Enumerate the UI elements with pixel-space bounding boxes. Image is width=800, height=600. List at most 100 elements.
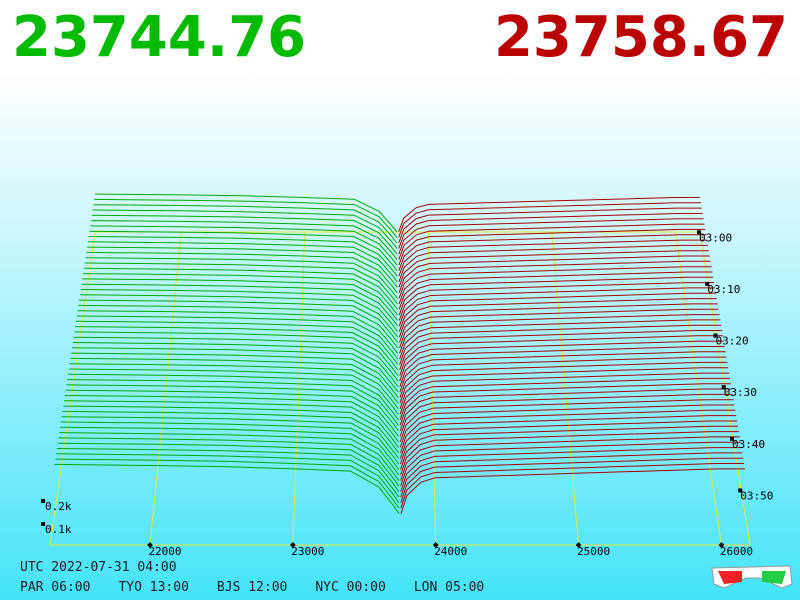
- depth-tick-label: 0.1k: [45, 523, 72, 536]
- tick-mark: [705, 281, 710, 286]
- bids-depth-line: [68, 368, 399, 415]
- asks-depth-line: [398, 213, 703, 249]
- bids-depth-line: [84, 262, 398, 305]
- bids-depth-line: [94, 193, 398, 233]
- asks-depth-line: [399, 330, 723, 371]
- asks-depth-line: [399, 393, 733, 437]
- x-tick-label: 22000: [148, 545, 181, 558]
- bids-depth-line: [70, 357, 399, 404]
- asks-depth-line: [400, 463, 745, 509]
- bids-depth-line: [65, 389, 399, 437]
- asks-depth-line: [398, 228, 706, 266]
- bids-depth-line: [73, 336, 399, 382]
- bids-depth-line: [69, 363, 399, 410]
- x-tick-label: 25000: [577, 545, 610, 558]
- asks-depth-line: [400, 425, 738, 470]
- tick-mark: [713, 333, 718, 338]
- time-tick-label: 03:10: [707, 283, 740, 296]
- time-tick-label: 03:20: [716, 335, 749, 348]
- grid-line: [551, 231, 580, 546]
- bids-depth-line: [90, 225, 398, 266]
- bids-depth-line: [85, 257, 398, 299]
- asks-depth-line: [399, 388, 732, 431]
- asks-depth-line: [398, 223, 705, 260]
- bids-depth-line: [79, 294, 399, 338]
- city-clock: NYC 00:00: [315, 580, 386, 595]
- city-clock: TYO 13:00: [118, 580, 189, 595]
- tick-mark: [432, 542, 439, 548]
- bids-depth-line: [62, 410, 400, 459]
- asks-depth-line: [400, 441, 741, 487]
- asks-depth-line: [400, 420, 738, 465]
- bids-depth-line: [86, 251, 398, 294]
- bids-depth-line: [80, 289, 398, 332]
- asks-depth-line: [399, 367, 729, 409]
- bids-depth-line: [82, 278, 398, 321]
- bids-depth-line: [75, 326, 399, 371]
- asks-depth-line: [398, 282, 715, 321]
- x-tick-label: 26000: [720, 545, 753, 558]
- asks-depth-line: [398, 260, 711, 299]
- asks-depth-line: [399, 324, 722, 365]
- asks-depth-line: [398, 218, 704, 255]
- bids-depth-line: [91, 214, 398, 255]
- asks-depth-line: [399, 314, 720, 354]
- grid-line: [427, 231, 437, 546]
- city-clock: LON 05:00: [413, 580, 485, 595]
- asks-depth-line: [398, 271, 713, 310]
- bids-depth-line: [71, 347, 399, 393]
- bids-depth-line: [67, 373, 399, 421]
- glasses-icon: [711, 565, 793, 589]
- asks-depth-line: [399, 335, 723, 376]
- bids-depth-line: [60, 426, 400, 476]
- tick-mark: [575, 542, 582, 548]
- bids-depth-line: [59, 432, 400, 481]
- bids-depth-line: [87, 246, 398, 288]
- asks-depth-line: [398, 207, 702, 244]
- bids-depth-line: [79, 299, 399, 343]
- asks-depth-line: [399, 308, 719, 349]
- bids-depth-line: [63, 405, 399, 454]
- tick-mark: [41, 499, 45, 503]
- asks-depth-line: [399, 404, 735, 448]
- asks-depth-line: [398, 202, 701, 238]
- x-tick-label: 23000: [291, 545, 324, 558]
- grid-line: [292, 231, 306, 546]
- bids-depth-line: [83, 273, 398, 316]
- bids-depth-line: [67, 379, 399, 426]
- bids-depth-line: [72, 342, 399, 387]
- asks-depth-line: [399, 399, 734, 443]
- asks-depth-line: [399, 340, 724, 382]
- asks-depth-line: [398, 250, 709, 288]
- utc-time: UTC 2022-07-31 04:00: [20, 560, 177, 575]
- bids-depth-line: [81, 283, 398, 327]
- asks-depth-line: [400, 457, 744, 503]
- world-clocks: PAR 06:00 TYO 13:00 BJS 12:00 NYC 00:00 LON …: [20, 580, 484, 595]
- bids-depth-line: [87, 241, 398, 283]
- asks-depth-line: [399, 383, 731, 426]
- bids-depth-line: [76, 315, 399, 360]
- asks-depth-line: [400, 415, 737, 459]
- ask-price: 23758.67: [493, 5, 788, 70]
- asks-depth-line: [400, 468, 745, 514]
- tick-mark: [290, 542, 296, 548]
- tick-mark: [147, 542, 153, 548]
- asks-depth-line: [398, 255, 710, 293]
- tick-mark: [738, 488, 743, 493]
- bids-depth-line: [88, 236, 398, 277]
- bids-depth-line: [63, 400, 399, 448]
- time-tick-label: 03:30: [724, 386, 757, 399]
- city-clock: PAR 06:00: [20, 580, 91, 595]
- tick-mark: [721, 385, 726, 390]
- time-tick-label: 03:40: [732, 438, 765, 451]
- bids-depth-line: [89, 230, 398, 272]
- bids-depth-line: [64, 395, 399, 443]
- bids-depth-line: [60, 421, 400, 470]
- bids-depth-line: [78, 304, 399, 349]
- bids-depth-line: [83, 267, 398, 310]
- asks-depth-line: [399, 361, 728, 404]
- asks-depth-line: [399, 346, 725, 387]
- city-clock: BJS 12:00: [216, 580, 288, 595]
- asks-depth-line: [399, 319, 721, 360]
